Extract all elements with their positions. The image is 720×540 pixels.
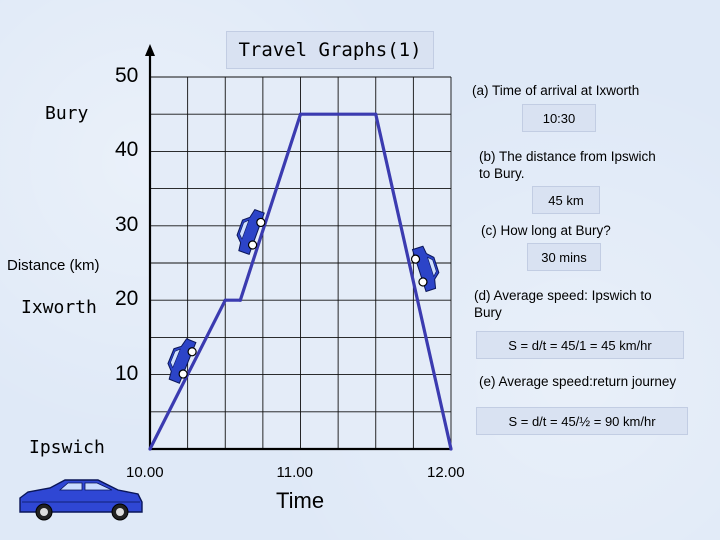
big-car-icon: [19, 479, 143, 521]
y-tick-label: 10: [115, 361, 139, 385]
data-point: [238, 298, 242, 302]
place-label-ixworth: Ixworth: [21, 297, 97, 318]
answer-a: 10:30: [522, 104, 596, 132]
data-point: [223, 298, 227, 302]
x-tick-label: 12.00: [427, 464, 465, 481]
x-tick-label: 11.00: [276, 464, 313, 481]
data-point: [298, 112, 303, 116]
question-d-line1: (d) Average speed: Ipswich to: [474, 288, 652, 303]
chart-title: Travel Graphs(1): [226, 31, 434, 69]
y-axis-label: Distance (km): [7, 257, 100, 274]
grid: [149, 76, 452, 450]
y-tick-label: 40: [115, 138, 139, 162]
question-e: (e) Average speed:return journey: [479, 374, 677, 389]
y-tick-label: 30: [115, 212, 139, 236]
car-icon: [167, 338, 197, 384]
x-axis-label: Time: [276, 488, 325, 513]
y-tick-label: 20: [115, 287, 139, 311]
y-axis-arrow: [145, 44, 155, 56]
place-label-ipswich: Ipswich: [29, 437, 105, 458]
data-point: [148, 447, 152, 451]
data-point: [374, 112, 378, 116]
car-icon: [236, 209, 266, 256]
place-label-bury: Bury: [45, 103, 89, 124]
answer-c: 30 mins: [527, 243, 601, 271]
axes: [145, 44, 451, 451]
question-b-line2: to Bury.: [479, 166, 525, 181]
question-d-line2: Bury: [474, 305, 502, 320]
answer-e: S = d/t = 45/½ = 90 km/hr: [476, 407, 688, 435]
answer-d: S = d/t = 45/1 = 45 km/hr: [476, 331, 684, 359]
y-tick-label: 50: [115, 64, 139, 87]
x-tick-label: 10.00: [126, 464, 164, 481]
series-line-group: [148, 112, 453, 451]
question-a: (a) Time of arrival at Ixworth: [472, 83, 640, 98]
question-c: (c) How long at Bury?: [481, 223, 611, 238]
question-b-line1: (b) The distance from Ipswich: [479, 149, 656, 164]
series-line: [148, 112, 453, 450]
answer-b: 45 km: [532, 186, 600, 214]
car-icon: [410, 245, 440, 293]
car-icons: [19, 209, 440, 521]
data-point: [449, 447, 453, 451]
